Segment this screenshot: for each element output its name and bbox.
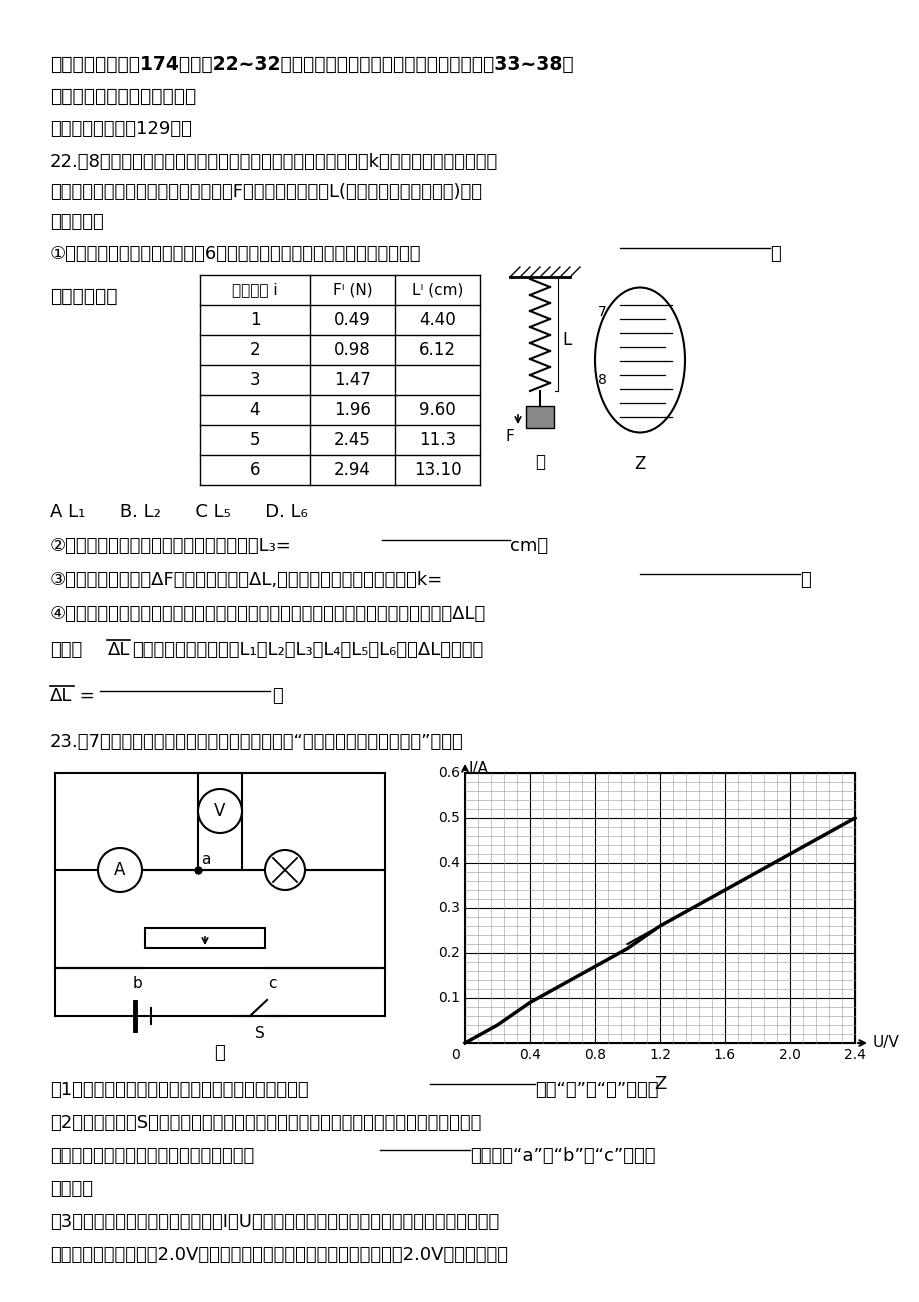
Text: ΔL: ΔL bbox=[108, 641, 130, 659]
Text: 来减小实验误差，试用L₁、L₂、L₃、L₄、L₅、L₆表示ΔL的平均值: 来减小实验误差，试用L₁、L₂、L₃、L₄、L₅、L₆表示ΔL的平均值 bbox=[131, 641, 482, 659]
Text: 实验次数 i: 实验次数 i bbox=[232, 283, 278, 297]
Text: 0.4: 0.4 bbox=[437, 855, 460, 870]
Text: Lᴵ (cm): Lᴵ (cm) bbox=[412, 283, 462, 297]
Text: Z: Z bbox=[653, 1075, 665, 1092]
Text: ；: ； bbox=[800, 572, 810, 589]
Text: U/V: U/V bbox=[872, 1035, 899, 1051]
Text: 触不良。: 触不良。 bbox=[50, 1180, 93, 1198]
Text: 测量记录表：: 测量记录表： bbox=[50, 286, 118, 306]
Text: 3: 3 bbox=[249, 371, 260, 389]
Bar bbox=[145, 928, 265, 948]
Text: 小王同学想知道电压为2.0V时灯泡的电阻，于是他在图线上作出电压为2.0V对应点的切线: 小王同学想知道电压为2.0V时灯泡的电阻，于是他在图线上作出电压为2.0V对应点… bbox=[50, 1246, 507, 1264]
Text: 。: 。 bbox=[272, 687, 282, 704]
Text: 11.3: 11.3 bbox=[418, 431, 456, 449]
Text: L: L bbox=[562, 331, 571, 349]
Text: 0: 0 bbox=[450, 1048, 460, 1062]
Text: ΔL: ΔL bbox=[50, 687, 73, 704]
Bar bbox=[464, 773, 854, 1043]
Text: （选填：“a”或“b”或“c”）处接: （选填：“a”或“b”或“c”）处接 bbox=[470, 1147, 655, 1165]
Text: （3）排除故障重新实验，测得多组I、U的值，作出小灯泡的伏安特性曲线如图丙所示实线，: （3）排除故障重新实验，测得多组I、U的值，作出小灯泡的伏安特性曲线如图丙所示实… bbox=[50, 1213, 499, 1230]
Text: 6.12: 6.12 bbox=[418, 341, 456, 359]
Text: 22.（8分）某实验小组用如图甲所示的装置测量弹簧的劲度系数k。当挂在弹簧下端的砝码: 22.（8分）某实验小组用如图甲所示的装置测量弹簧的劲度系数k。当挂在弹簧下端的… bbox=[50, 154, 498, 171]
Text: 为选题，考生根据要求作答。: 为选题，考生根据要求作答。 bbox=[50, 87, 196, 105]
Text: 1.2: 1.2 bbox=[648, 1048, 670, 1062]
Text: 2: 2 bbox=[249, 341, 260, 359]
Text: cm；: cm； bbox=[509, 536, 548, 555]
Text: 13.10: 13.10 bbox=[414, 461, 460, 479]
Text: I/A: I/A bbox=[469, 760, 489, 776]
Text: ②根据乙图示数，表中还没有记录的测量值L₃=: ②根据乙图示数，表中还没有记录的测量值L₃= bbox=[50, 536, 291, 555]
Circle shape bbox=[198, 789, 242, 833]
Text: 4.40: 4.40 bbox=[419, 311, 456, 329]
Text: 9.60: 9.60 bbox=[419, 401, 456, 419]
Text: 0.4: 0.4 bbox=[518, 1048, 540, 1062]
Text: b: b bbox=[132, 976, 142, 991]
Text: ③设弹簧每增加拉力ΔF对应的伸长量为ΔL,则此弹簧的劲度系数的表达式k=: ③设弹簧每增加拉力ΔF对应的伸长量为ΔL,则此弹簧的劲度系数的表达式k= bbox=[50, 572, 443, 589]
Text: 2.45: 2.45 bbox=[334, 431, 370, 449]
Text: （1）闭合电键前应将图甲中滑动变阻器的滑片移到最: （1）闭合电键前应将图甲中滑动变阻器的滑片移到最 bbox=[50, 1081, 308, 1099]
Text: 7: 7 bbox=[597, 305, 606, 319]
Text: 甲: 甲 bbox=[535, 453, 544, 471]
Text: =: = bbox=[74, 687, 95, 704]
Text: a: a bbox=[200, 852, 210, 867]
Text: 1.6: 1.6 bbox=[713, 1048, 735, 1062]
Text: 4: 4 bbox=[249, 401, 260, 419]
Text: V: V bbox=[214, 802, 225, 820]
Circle shape bbox=[265, 850, 305, 891]
Text: 5: 5 bbox=[249, 431, 260, 449]
Text: A L₁      B. L₂      C L₅      D. L₆: A L₁ B. L₂ C L₅ D. L₆ bbox=[50, 503, 308, 521]
Text: 2.0: 2.0 bbox=[778, 1048, 800, 1062]
Text: ①下表记录的是该同学已测出的6个值，其中有一个数值在记录时有误，它是: ①下表记录的是该同学已测出的6个值，其中有一个数值在记录时有误，它是 bbox=[50, 245, 421, 263]
Text: 0.49: 0.49 bbox=[334, 311, 370, 329]
Text: 处于静止状态时，测出弹簧受到的拉力F与对应的弹簧长度L(弹簧始终在弹性限度内)，列: 处于静止状态时，测出弹簧受到的拉力F与对应的弹簧长度L(弹簧始终在弹性限度内)，… bbox=[50, 184, 482, 201]
Text: ④因为逐差法常用于处理自变量等间距变化的数据组，所以小组一成员用逐差法求出ΔL的: ④因为逐差法常用于处理自变量等间距变化的数据组，所以小组一成员用逐差法求出ΔL的 bbox=[50, 605, 486, 622]
Text: 0.8: 0.8 bbox=[584, 1048, 606, 1062]
Text: 甲: 甲 bbox=[214, 1044, 225, 1062]
Text: c: c bbox=[267, 976, 277, 991]
Text: 6: 6 bbox=[249, 461, 260, 479]
Circle shape bbox=[98, 848, 142, 892]
Text: F: F bbox=[505, 428, 514, 444]
Text: 平均值: 平均值 bbox=[50, 641, 82, 659]
Text: A: A bbox=[114, 861, 126, 879]
Text: 。: 。 bbox=[769, 245, 780, 263]
Text: 三、非选择题：共174分。第22~32题为必考题，每个试题考生都必须作答。第33~38题: 三、非选择题：共174分。第22~32题为必考题，每个试题考生都必须作答。第33… bbox=[50, 55, 573, 74]
Bar bbox=[526, 406, 553, 428]
Text: 0.2: 0.2 bbox=[437, 947, 460, 960]
Text: 8: 8 bbox=[597, 372, 606, 387]
Text: 1.47: 1.47 bbox=[334, 371, 370, 389]
Text: 23.（7分）某实验小组设计了图甲所示的电路做“描绘小灯泡伏安特性曲线”实验。: 23.（7分）某实验小组设计了图甲所示的电路做“描绘小灯泡伏安特性曲线”实验。 bbox=[50, 733, 463, 751]
Text: 电压表的示数调为零。原因可能是图甲中的: 电压表的示数调为零。原因可能是图甲中的 bbox=[50, 1147, 254, 1165]
Text: 0.3: 0.3 bbox=[437, 901, 460, 915]
Text: S: S bbox=[255, 1026, 265, 1042]
Text: 1: 1 bbox=[249, 311, 260, 329]
Text: 0.98: 0.98 bbox=[334, 341, 370, 359]
Ellipse shape bbox=[595, 288, 685, 432]
Text: 1.96: 1.96 bbox=[334, 401, 370, 419]
Text: 0.1: 0.1 bbox=[437, 991, 460, 1005]
Text: Z: Z bbox=[633, 454, 645, 473]
Text: 0.6: 0.6 bbox=[437, 766, 460, 780]
Text: 表记录如下: 表记录如下 bbox=[50, 214, 104, 230]
Text: （填“左”或“右”）端。: （填“左”或“右”）端。 bbox=[535, 1081, 658, 1099]
Text: （2）若闭合开关S，电流表、电压表均有示数，但无论怎样移动变阻器滑动片，都不能使: （2）若闭合开关S，电流表、电压表均有示数，但无论怎样移动变阻器滑动片，都不能使 bbox=[50, 1115, 481, 1131]
Text: （一）必考题（共129分）: （一）必考题（共129分） bbox=[50, 120, 192, 138]
Text: Fᴵ (N): Fᴵ (N) bbox=[333, 283, 372, 297]
Text: 2.94: 2.94 bbox=[334, 461, 370, 479]
Text: 2.4: 2.4 bbox=[843, 1048, 865, 1062]
Text: 0.5: 0.5 bbox=[437, 811, 460, 825]
